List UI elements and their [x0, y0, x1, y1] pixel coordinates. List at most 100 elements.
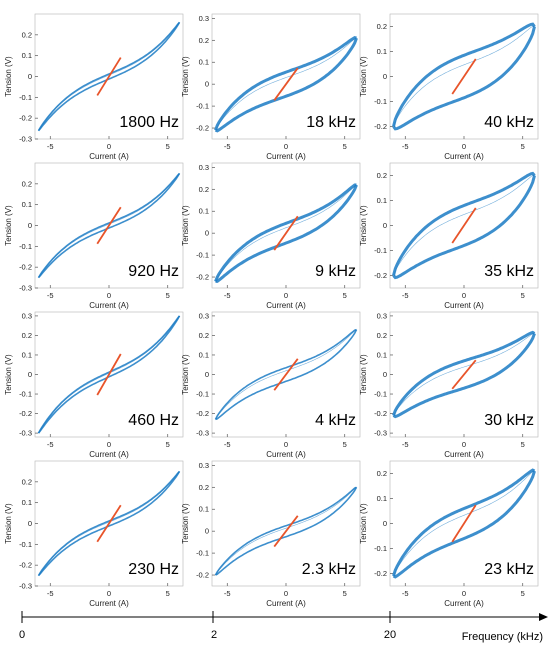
frequency-label: 9 kHz — [315, 263, 356, 280]
x-axis-label: Current (A) — [89, 599, 129, 608]
y-tick-label: 0.2 — [22, 331, 32, 340]
x-tick-label: 0 — [284, 291, 288, 300]
y-tick-label: 0.1 — [199, 58, 209, 67]
x-tick-label: 0 — [284, 440, 288, 449]
frequency-tick-label-20: 20 — [384, 629, 396, 641]
loop-lower-branch — [392, 26, 536, 131]
y-tick-label: 0 — [28, 519, 32, 528]
y-tick-label: -0.3 — [19, 429, 32, 438]
x-axis-label: Current (A) — [266, 301, 306, 310]
loop-lower-branch — [392, 332, 536, 419]
y-tick-label: 0.3 — [377, 311, 387, 320]
y-tick-label: -0.1 — [19, 242, 32, 251]
panel-7: -5 0 5 -0.3 -0.2 -0.1 0 0.1 0.2 0.3 Current (A) Ten… — [181, 311, 361, 459]
x-tick-label: -5 — [224, 589, 231, 598]
y-tick-label: -0.1 — [374, 544, 387, 553]
y-tick-label: 0.1 — [199, 207, 209, 216]
x-tick-label: 5 — [521, 142, 525, 151]
y-tick-label: -0.3 — [196, 429, 209, 438]
y-tick-label: 0.2 — [22, 30, 32, 39]
x-tick-label: 5 — [343, 440, 347, 449]
x-tick-label: 5 — [521, 291, 525, 300]
loop-upper-branch — [392, 171, 536, 276]
frequency-label: 2.3 kHz — [302, 561, 356, 578]
y-axis-label: Tension (V) — [359, 205, 368, 246]
x-tick-label: -5 — [47, 142, 54, 151]
reference-line — [96, 504, 122, 543]
y-tick-label: 0.2 — [199, 483, 209, 492]
x-axis-label: Current (A) — [444, 152, 484, 161]
x-tick-label: 5 — [521, 589, 525, 598]
reference-line — [273, 215, 299, 251]
y-tick-label: 0.3 — [199, 14, 209, 23]
x-tick-label: -5 — [402, 589, 409, 598]
x-tick-label: -5 — [224, 142, 231, 151]
y-tick-label: -0.3 — [19, 135, 32, 144]
frequency-tick-label-2: 2 — [211, 629, 217, 641]
x-tick-label: 5 — [166, 440, 170, 449]
loop-lower-branch — [37, 470, 181, 577]
loop-inner-trace — [393, 175, 535, 276]
loop-lower-branch — [392, 470, 536, 579]
y-tick-label: 0.2 — [377, 171, 387, 180]
y-tick-label: -0.2 — [196, 124, 209, 133]
frequency-tick-label-0: 0 — [19, 629, 25, 641]
frequency-label: 40 kHz — [484, 114, 534, 131]
y-tick-label: -0.1 — [196, 390, 209, 399]
y-axis-label: Tension (V) — [359, 503, 368, 544]
y-tick-label: -0.1 — [196, 251, 209, 260]
x-tick-label: -5 — [402, 440, 409, 449]
y-tick-label: 0.1 — [377, 196, 387, 205]
x-axis-label: Current (A) — [89, 450, 129, 459]
x-tick-label: 0 — [284, 589, 288, 598]
panel-0: -5 0 5 -0.3 -0.2 -0.1 0 0.1 0.2 Current (A) Tensio… — [4, 13, 184, 161]
x-tick-label: 0 — [107, 291, 111, 300]
frequency-label: 1800 Hz — [119, 114, 179, 131]
y-tick-label: 0 — [383, 72, 387, 81]
x-axis-label: Current (A) — [89, 301, 129, 310]
x-tick-label: -5 — [47, 589, 54, 598]
y-axis-label: Tension (V) — [181, 354, 190, 395]
reference-line — [96, 353, 122, 396]
y-tick-label: 0.3 — [199, 311, 209, 320]
y-axis-label: Tension (V) — [4, 354, 13, 395]
x-tick-label: 0 — [462, 291, 466, 300]
loop-upper-branch — [214, 183, 357, 282]
x-axis-label: Current (A) — [444, 301, 484, 310]
y-tick-label: 0 — [205, 80, 209, 89]
panel-5: -5 0 5 -0.2 -0.1 0 0.1 0.2 Current (A) Tension (V… — [359, 162, 539, 310]
loop-upper-branch — [214, 35, 357, 131]
x-tick-label: 0 — [284, 142, 288, 151]
y-tick-label: 0.1 — [22, 498, 32, 507]
panel-6: -5 0 5 -0.3 -0.2 -0.1 0 0.1 0.2 0.3 Current (A) Ten… — [4, 311, 184, 459]
y-tick-label: -0.2 — [19, 114, 32, 123]
reference-line — [451, 207, 477, 244]
y-tick-label: 0 — [205, 370, 209, 379]
loop-lower-branch — [37, 172, 181, 279]
reference-line — [273, 67, 299, 101]
y-tick-label: 0.3 — [199, 163, 209, 172]
frequency-label: 23 kHz — [484, 561, 534, 578]
loop-upper-branch — [214, 328, 357, 420]
y-axis-label: Tension (V) — [181, 205, 190, 246]
loop-lower-branch — [215, 37, 358, 133]
reference-line — [451, 58, 477, 95]
y-axis-label: Tension (V) — [4, 205, 13, 246]
y-tick-label: 0 — [28, 370, 32, 379]
x-tick-label: -5 — [224, 440, 231, 449]
x-tick-label: 5 — [166, 142, 170, 151]
x-tick-label: 5 — [343, 291, 347, 300]
y-tick-label: -0.2 — [374, 409, 387, 418]
loop-upper-branch — [37, 21, 181, 132]
x-tick-label: 5 — [166, 291, 170, 300]
frequency-label: 4 kHz — [315, 412, 356, 429]
x-tick-label: -5 — [47, 440, 54, 449]
y-axis-label: Tension (V) — [4, 56, 13, 97]
loop-inner-trace — [393, 25, 535, 127]
y-tick-label: 0.1 — [199, 505, 209, 514]
x-tick-label: -5 — [402, 142, 409, 151]
loop-inner-trace — [393, 470, 535, 577]
frequency-label: 35 kHz — [484, 263, 534, 280]
y-tick-label: -0.1 — [374, 97, 387, 106]
